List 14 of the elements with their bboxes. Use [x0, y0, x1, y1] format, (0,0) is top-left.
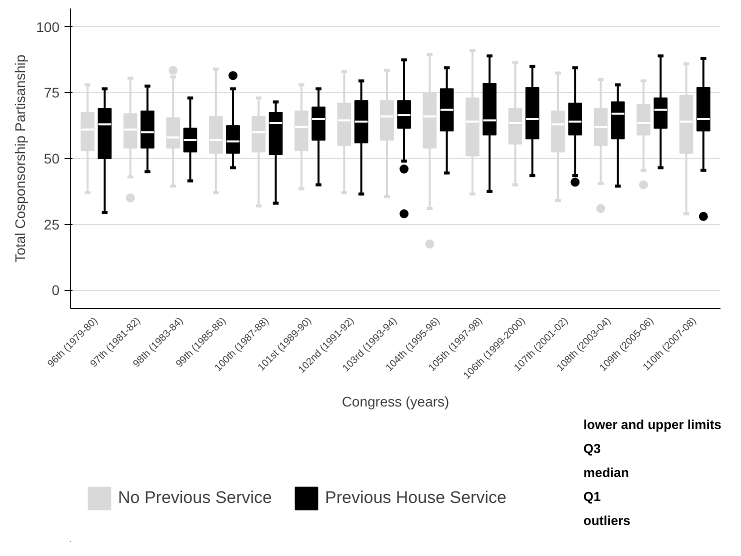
legend-label: Previous House Service: [325, 488, 506, 508]
text: outliers: [583, 513, 630, 528]
text: Q1: [583, 489, 601, 504]
x-axis-title: Congress (years): [342, 393, 450, 410]
text: Q3: [583, 441, 601, 456]
y-tick-label: 50: [44, 150, 60, 166]
y-tick-label: 0: [52, 282, 60, 298]
y-axis-title: Total Cosponsorship Partisanship: [12, 54, 28, 262]
text: median: [583, 465, 629, 480]
y-tick-label: 75: [44, 84, 60, 101]
text: lower and upper limits: [583, 417, 722, 432]
legend-label: No Previous Service: [118, 488, 272, 508]
y-tick-label: 25: [44, 216, 60, 232]
y-tick-label: 100: [36, 18, 60, 35]
